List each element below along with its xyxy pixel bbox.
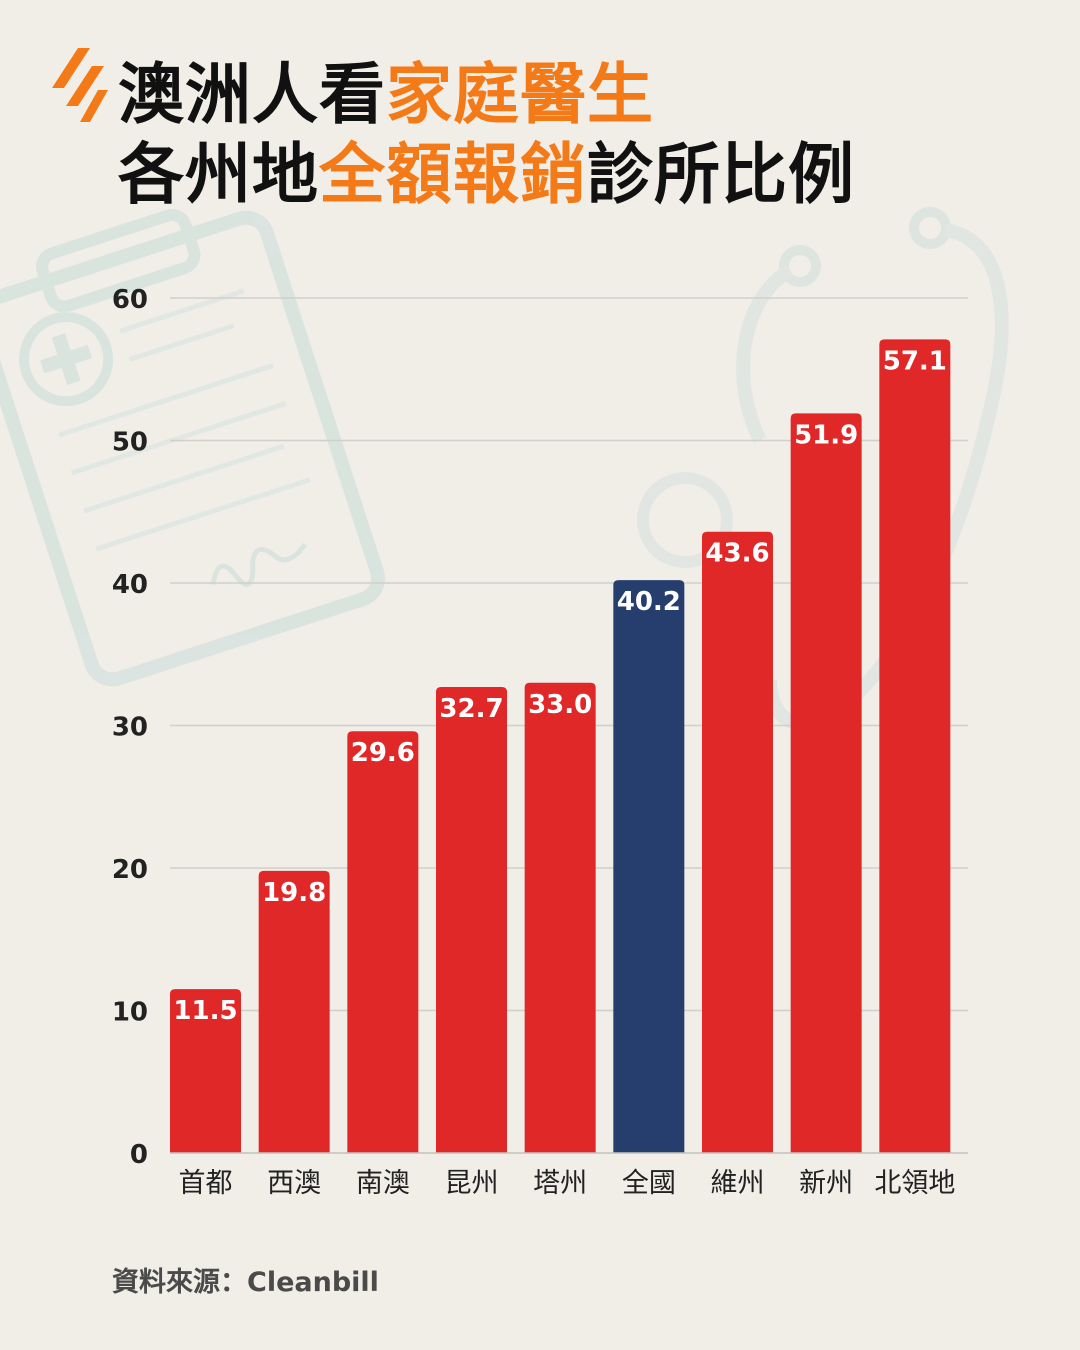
x-category-label: 塔州: [533, 1168, 587, 1199]
x-category-label: 維州: [711, 1168, 765, 1199]
x-category-label: 昆州: [445, 1168, 499, 1199]
bar-1: [170, 989, 241, 1153]
x-category-label: 南澳: [356, 1168, 410, 1199]
bar-value-label: 29.6: [351, 738, 415, 768]
title-prefix-2: 各州地: [118, 136, 319, 213]
clipboard-icon: [0, 209, 386, 687]
sbs-logo-icon: [52, 48, 108, 122]
y-tick-label: 60: [112, 285, 148, 315]
y-tick-label: 30: [112, 713, 148, 743]
bar-7: [702, 531, 773, 1153]
page-title-line-1: 澳洲人看家庭醫生: [118, 62, 654, 128]
bar-3: [347, 731, 419, 1153]
title-suffix-2: 診所比例: [587, 136, 855, 213]
x-category-label: 全國: [622, 1168, 676, 1199]
title-highlight-1: 家庭醫生: [386, 56, 654, 133]
bar-value-label: 43.6: [705, 539, 769, 569]
x-category-label: 新州: [799, 1168, 853, 1199]
bar-2: [258, 870, 330, 1153]
bar-5: [524, 682, 596, 1153]
y-tick-label: 50: [112, 428, 148, 458]
bar-value-label: 40.2: [617, 587, 681, 617]
page-title-line-2: 各州地全額報銷診所比例: [118, 142, 855, 208]
bar-9: [879, 339, 951, 1153]
bar-value-label: 19.8: [262, 878, 326, 908]
bar-value-label: 11.5: [173, 996, 237, 1026]
x-category-label: 西澳: [267, 1168, 321, 1199]
bar-value-label: 33.0: [528, 690, 592, 720]
bar-value-label: 51.9: [794, 420, 858, 450]
bar-6: [613, 580, 685, 1153]
y-tick-label: 0: [130, 1140, 148, 1170]
bar-value-label: 57.1: [883, 346, 947, 376]
bar-4: [436, 687, 507, 1153]
bar-value-label: 32.7: [439, 694, 503, 724]
x-category-label: 首都: [179, 1168, 233, 1199]
title-highlight-2: 全額報銷: [319, 136, 587, 213]
y-tick-label: 10: [112, 998, 148, 1028]
source-note: 資料來源：Cleanbill: [112, 1267, 379, 1298]
y-tick-label: 20: [112, 855, 148, 885]
bar-8: [790, 413, 862, 1153]
x-category-label: 北領地: [874, 1168, 955, 1199]
y-tick-label: 40: [112, 570, 148, 600]
title-prefix-1: 澳洲人看: [118, 56, 386, 133]
